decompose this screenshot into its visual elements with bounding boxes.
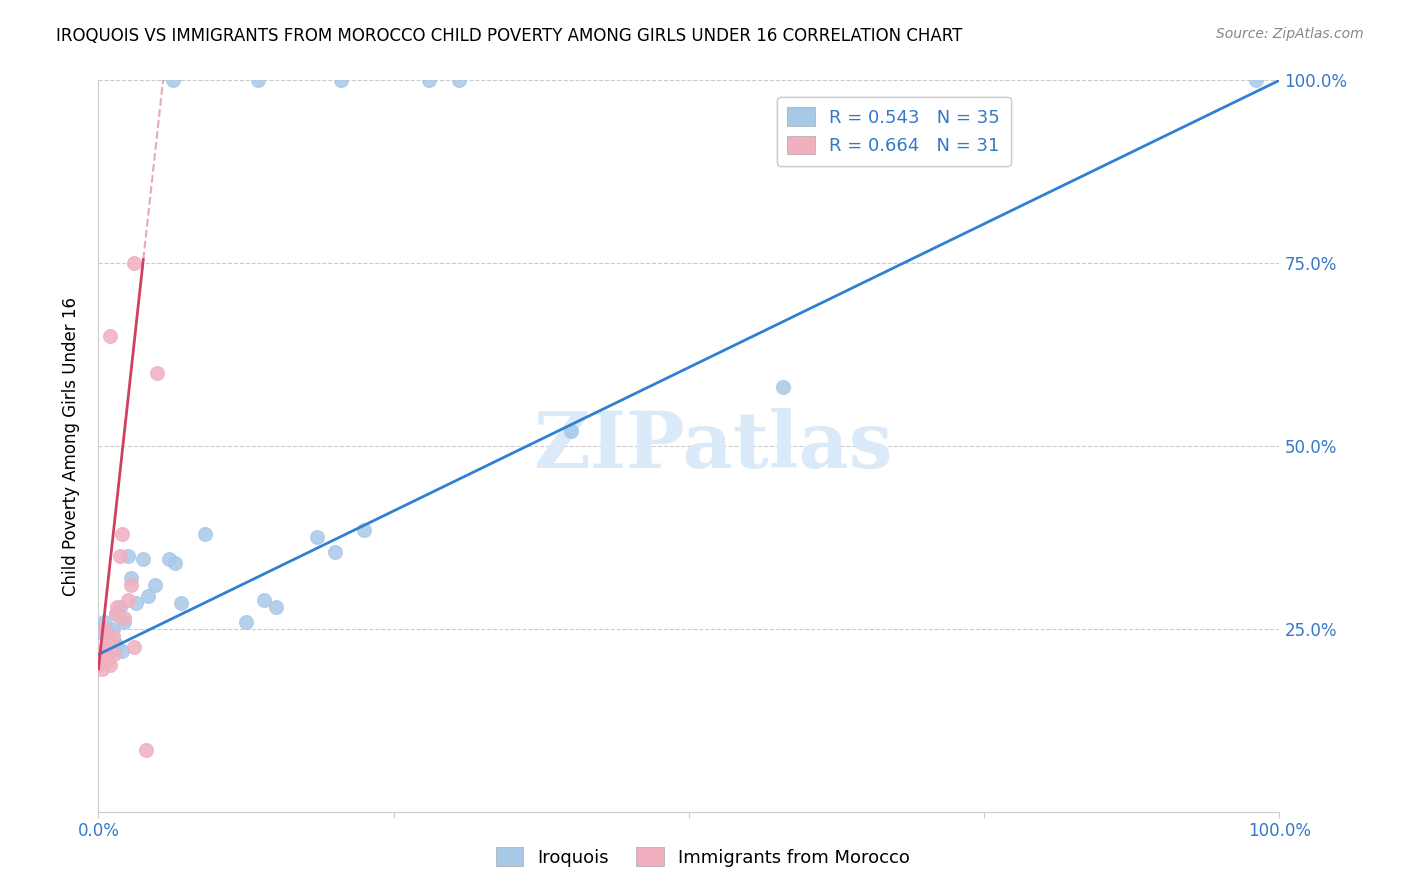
Point bbox=[305, 530, 328, 544]
Point bbox=[91, 648, 114, 662]
Point bbox=[560, 425, 582, 439]
Point bbox=[253, 592, 276, 607]
Text: Source: ZipAtlas.com: Source: ZipAtlas.com bbox=[1216, 27, 1364, 41]
Point bbox=[329, 73, 352, 87]
Point bbox=[100, 636, 122, 650]
Point bbox=[143, 578, 166, 592]
Point bbox=[101, 629, 124, 643]
Point bbox=[105, 607, 128, 622]
Point bbox=[246, 73, 269, 87]
Point bbox=[96, 629, 118, 643]
Point bbox=[121, 578, 143, 592]
Point bbox=[170, 596, 193, 610]
Legend: R = 0.543   N = 35, R = 0.664   N = 31: R = 0.543 N = 35, R = 0.664 N = 31 bbox=[776, 96, 1011, 166]
Point bbox=[98, 329, 121, 343]
Point bbox=[235, 615, 257, 629]
Text: IROQUOIS VS IMMIGRANTS FROM MOROCCO CHILD POVERTY AMONG GIRLS UNDER 16 CORRELATI: IROQUOIS VS IMMIGRANTS FROM MOROCCO CHIL… bbox=[56, 27, 963, 45]
Point bbox=[146, 366, 169, 380]
Point bbox=[87, 655, 110, 669]
Point bbox=[111, 644, 134, 658]
Point bbox=[105, 640, 128, 655]
Point bbox=[98, 658, 121, 673]
Point bbox=[108, 599, 131, 614]
Point bbox=[91, 662, 114, 676]
Point bbox=[117, 592, 139, 607]
Point bbox=[125, 596, 148, 610]
Point bbox=[87, 648, 110, 662]
Point bbox=[165, 556, 187, 570]
Point bbox=[91, 651, 114, 665]
Point bbox=[264, 599, 287, 614]
Point bbox=[93, 615, 115, 629]
Point bbox=[98, 644, 121, 658]
Point bbox=[162, 73, 184, 87]
Point bbox=[94, 622, 117, 636]
Point bbox=[108, 549, 131, 563]
Point bbox=[136, 589, 159, 603]
Point bbox=[122, 640, 145, 655]
Point bbox=[96, 655, 118, 669]
Point bbox=[105, 599, 128, 614]
Point bbox=[194, 526, 217, 541]
Point bbox=[87, 651, 110, 665]
Text: ZIPatlas: ZIPatlas bbox=[533, 408, 893, 484]
Point bbox=[135, 742, 157, 756]
Point bbox=[105, 607, 128, 622]
Point bbox=[101, 622, 124, 636]
Point bbox=[89, 644, 111, 658]
Point bbox=[121, 571, 143, 585]
Point bbox=[100, 636, 122, 650]
Point bbox=[97, 644, 120, 658]
Point bbox=[89, 648, 111, 662]
Point bbox=[93, 622, 115, 636]
Point bbox=[90, 655, 112, 669]
Point bbox=[772, 380, 794, 394]
Point bbox=[353, 523, 375, 537]
Legend: Iroquois, Immigrants from Morocco: Iroquois, Immigrants from Morocco bbox=[489, 840, 917, 874]
Point bbox=[87, 658, 110, 673]
Point bbox=[98, 636, 121, 650]
Point bbox=[98, 640, 121, 655]
Point bbox=[97, 629, 120, 643]
Y-axis label: Child Poverty Among Girls Under 16: Child Poverty Among Girls Under 16 bbox=[62, 296, 80, 596]
Point bbox=[112, 615, 135, 629]
Point bbox=[447, 73, 470, 87]
Point bbox=[122, 256, 145, 270]
Point bbox=[104, 636, 127, 650]
Point bbox=[132, 552, 155, 566]
Point bbox=[90, 651, 112, 665]
Point bbox=[1244, 73, 1267, 87]
Point bbox=[91, 648, 114, 662]
Point bbox=[111, 526, 134, 541]
Point bbox=[157, 552, 180, 566]
Point bbox=[103, 648, 125, 662]
Point bbox=[323, 545, 346, 559]
Point bbox=[112, 611, 135, 625]
Point bbox=[418, 73, 440, 87]
Point bbox=[91, 625, 114, 640]
Point bbox=[103, 640, 125, 655]
Point bbox=[117, 549, 139, 563]
Point bbox=[94, 640, 117, 655]
